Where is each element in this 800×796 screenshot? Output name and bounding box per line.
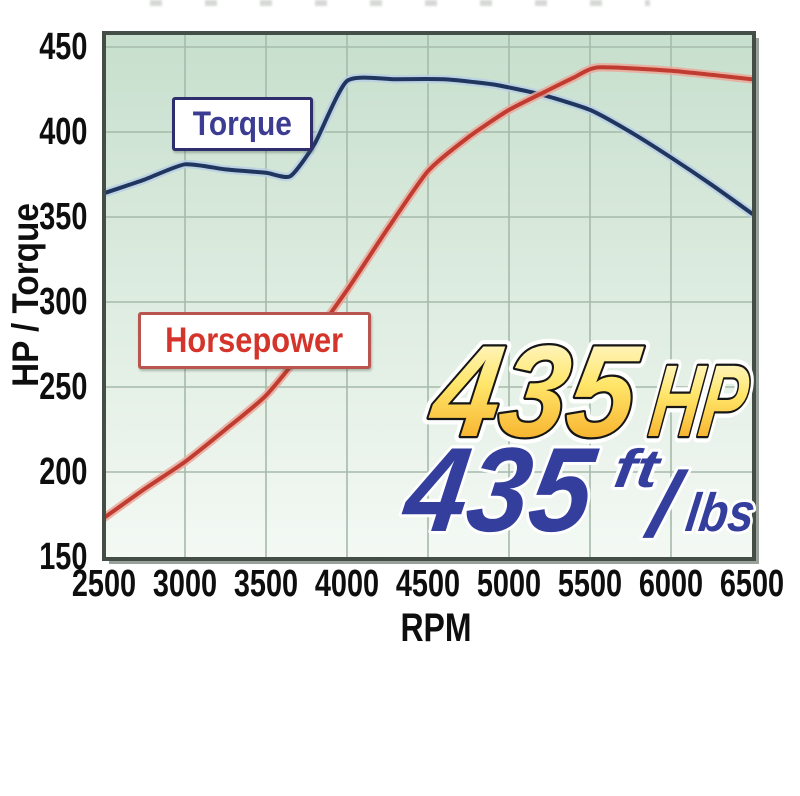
y-tick-label-350: 350 — [38, 196, 87, 238]
x-tick-label-4500: 4500 — [395, 563, 461, 605]
x-tick-label-4000: 4000 — [314, 563, 380, 605]
x-axis-title: RPM — [400, 606, 472, 650]
y-tick-label-150: 150 — [38, 536, 87, 578]
y-tick-label-400: 400 — [38, 111, 87, 153]
y-tick-label-300: 300 — [38, 281, 87, 323]
y-tick-label-250: 250 — [38, 366, 87, 408]
x-tick-label-6000: 6000 — [638, 563, 704, 605]
torque-series-label: Torque — [172, 97, 313, 151]
x-tick-label-3000: 3000 — [152, 563, 218, 605]
horsepower-series-label-text: Horsepower — [165, 320, 344, 360]
x-tick-label-5000: 5000 — [476, 563, 542, 605]
horsepower-series-label: Horsepower — [138, 312, 371, 369]
x-tick-label-2500: 2500 — [71, 563, 137, 605]
x-tick-label-3500: 3500 — [233, 563, 299, 605]
x-tick-label-6500: 6500 — [719, 563, 785, 605]
x-tick-label-5500: 5500 — [557, 563, 623, 605]
torque-series-label-text: Torque — [192, 104, 293, 143]
y-tick-label-450: 450 — [38, 26, 87, 68]
dyno-chart-canvas — [102, 31, 759, 564]
cropped-text-artifact — [150, 0, 650, 6]
y-tick-label-200: 200 — [38, 451, 87, 493]
